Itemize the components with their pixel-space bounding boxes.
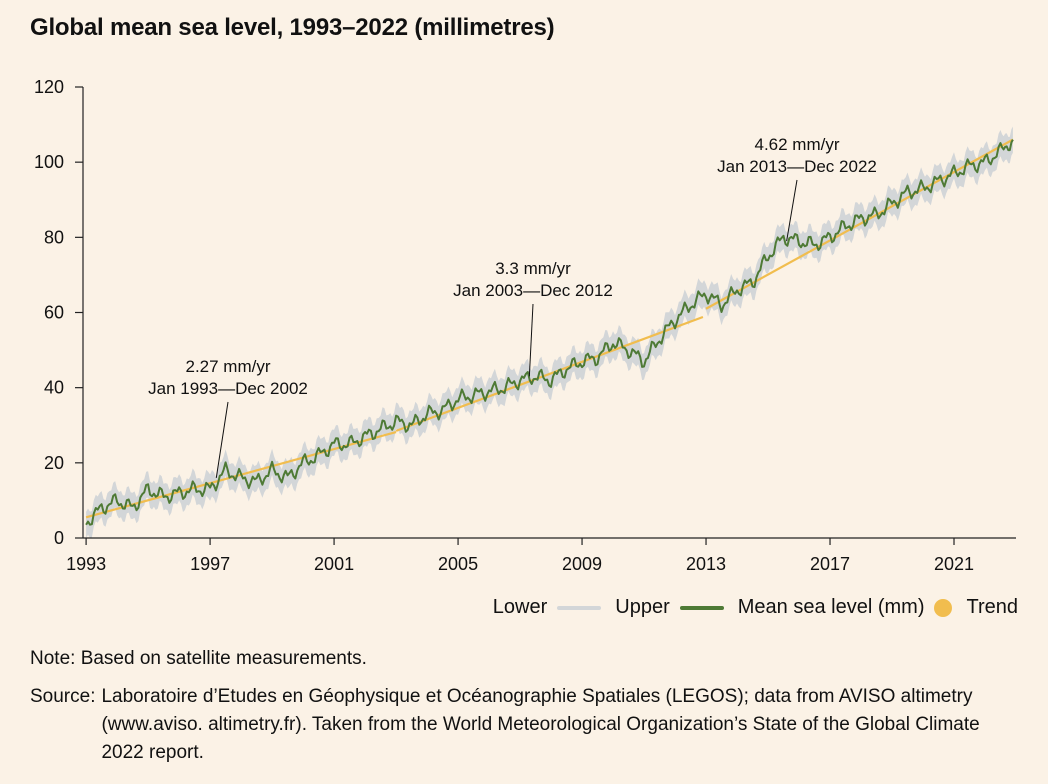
y-tick-label: 20 [44, 453, 64, 473]
y-tick-label: 120 [34, 77, 64, 97]
legend-item-mean: Mean sea level (mm) [738, 596, 953, 619]
sea-level-chart: 0 20 40 60 80 100 120 1993 1997 2001 2005 2009 2013 2… [34, 77, 1016, 574]
legend: Lower Upper Mean sea level (mm) Trend [493, 596, 1018, 619]
legend-item-lower: Lower [492, 596, 602, 619]
legend-swatch-trend [934, 598, 953, 617]
x-tick-label: 1997 [190, 554, 230, 574]
annotation-rate-1: 2.27 mm/yr [185, 357, 270, 376]
y-tick-label: 60 [44, 303, 64, 323]
annotation-layer: 2.27 mm/yr Jan 1993—Dec 2002 3.3 mm/yr Jan … [148, 135, 877, 478]
mean-line-layer [85, 139, 1014, 526]
x-tick-label: 2021 [934, 554, 974, 574]
y-tick-label: 0 [54, 528, 64, 548]
legend-swatch-band [557, 605, 602, 610]
axis-layer: 0 20 40 60 80 100 120 1993 1997 2001 2005 2009 2013 2… [34, 77, 1016, 574]
x-tick-label: 2013 [686, 554, 726, 574]
legend-swatch-mean [679, 605, 724, 610]
legend-label-upper: Upper [615, 596, 670, 618]
annotation-leader-1 [215, 401, 229, 478]
legend-label-trend: Trend [966, 596, 1018, 618]
source-text: Laboratoire d’Etudes en Géophysique et O… [101, 686, 980, 763]
legend-label-lower: Lower [492, 596, 548, 618]
x-tick-label: 2005 [438, 554, 478, 574]
legend-item-upper: Upper [615, 596, 724, 619]
annotation-period-3: Jan 2013—Dec 2022 [717, 157, 877, 176]
trend-line-2 [395, 315, 704, 432]
x-tick-label: 2009 [562, 554, 602, 574]
source-label: Source: [30, 686, 96, 707]
annotation-leader-2 [528, 303, 534, 377]
y-tick-label: 100 [34, 152, 64, 172]
annotation-leader-3 [786, 179, 798, 242]
uncertainty-band-layer [86, 126, 1013, 538]
chart-note: Note: Based on satellite measurements. [30, 648, 367, 669]
annotation-rate-2: 3.3 mm/yr [495, 259, 571, 278]
x-tick-label: 2017 [810, 554, 850, 574]
annotation-rate-3: 4.62 mm/yr [754, 135, 839, 154]
legend-label-mean: Mean sea level (mm) [737, 596, 925, 618]
uncertainty-band [86, 126, 1013, 538]
chart-source: Source: Laboratoire d’Etudes en Géophysi… [30, 683, 1020, 767]
legend-item-trend: Trend [966, 596, 1018, 619]
x-tick-label: 2001 [314, 554, 354, 574]
y-tick-label: 80 [44, 227, 64, 247]
annotation-period-2: Jan 2003—Dec 2012 [453, 281, 613, 300]
trend-line-3 [705, 138, 1014, 310]
y-tick-label: 40 [44, 378, 64, 398]
mean-sea-level-line [85, 139, 1014, 526]
chart-title: Global mean sea level, 1993–2022 (millim… [30, 14, 555, 41]
x-tick-label: 1993 [66, 554, 106, 574]
annotation-period-1: Jan 1993—Dec 2002 [148, 379, 308, 398]
